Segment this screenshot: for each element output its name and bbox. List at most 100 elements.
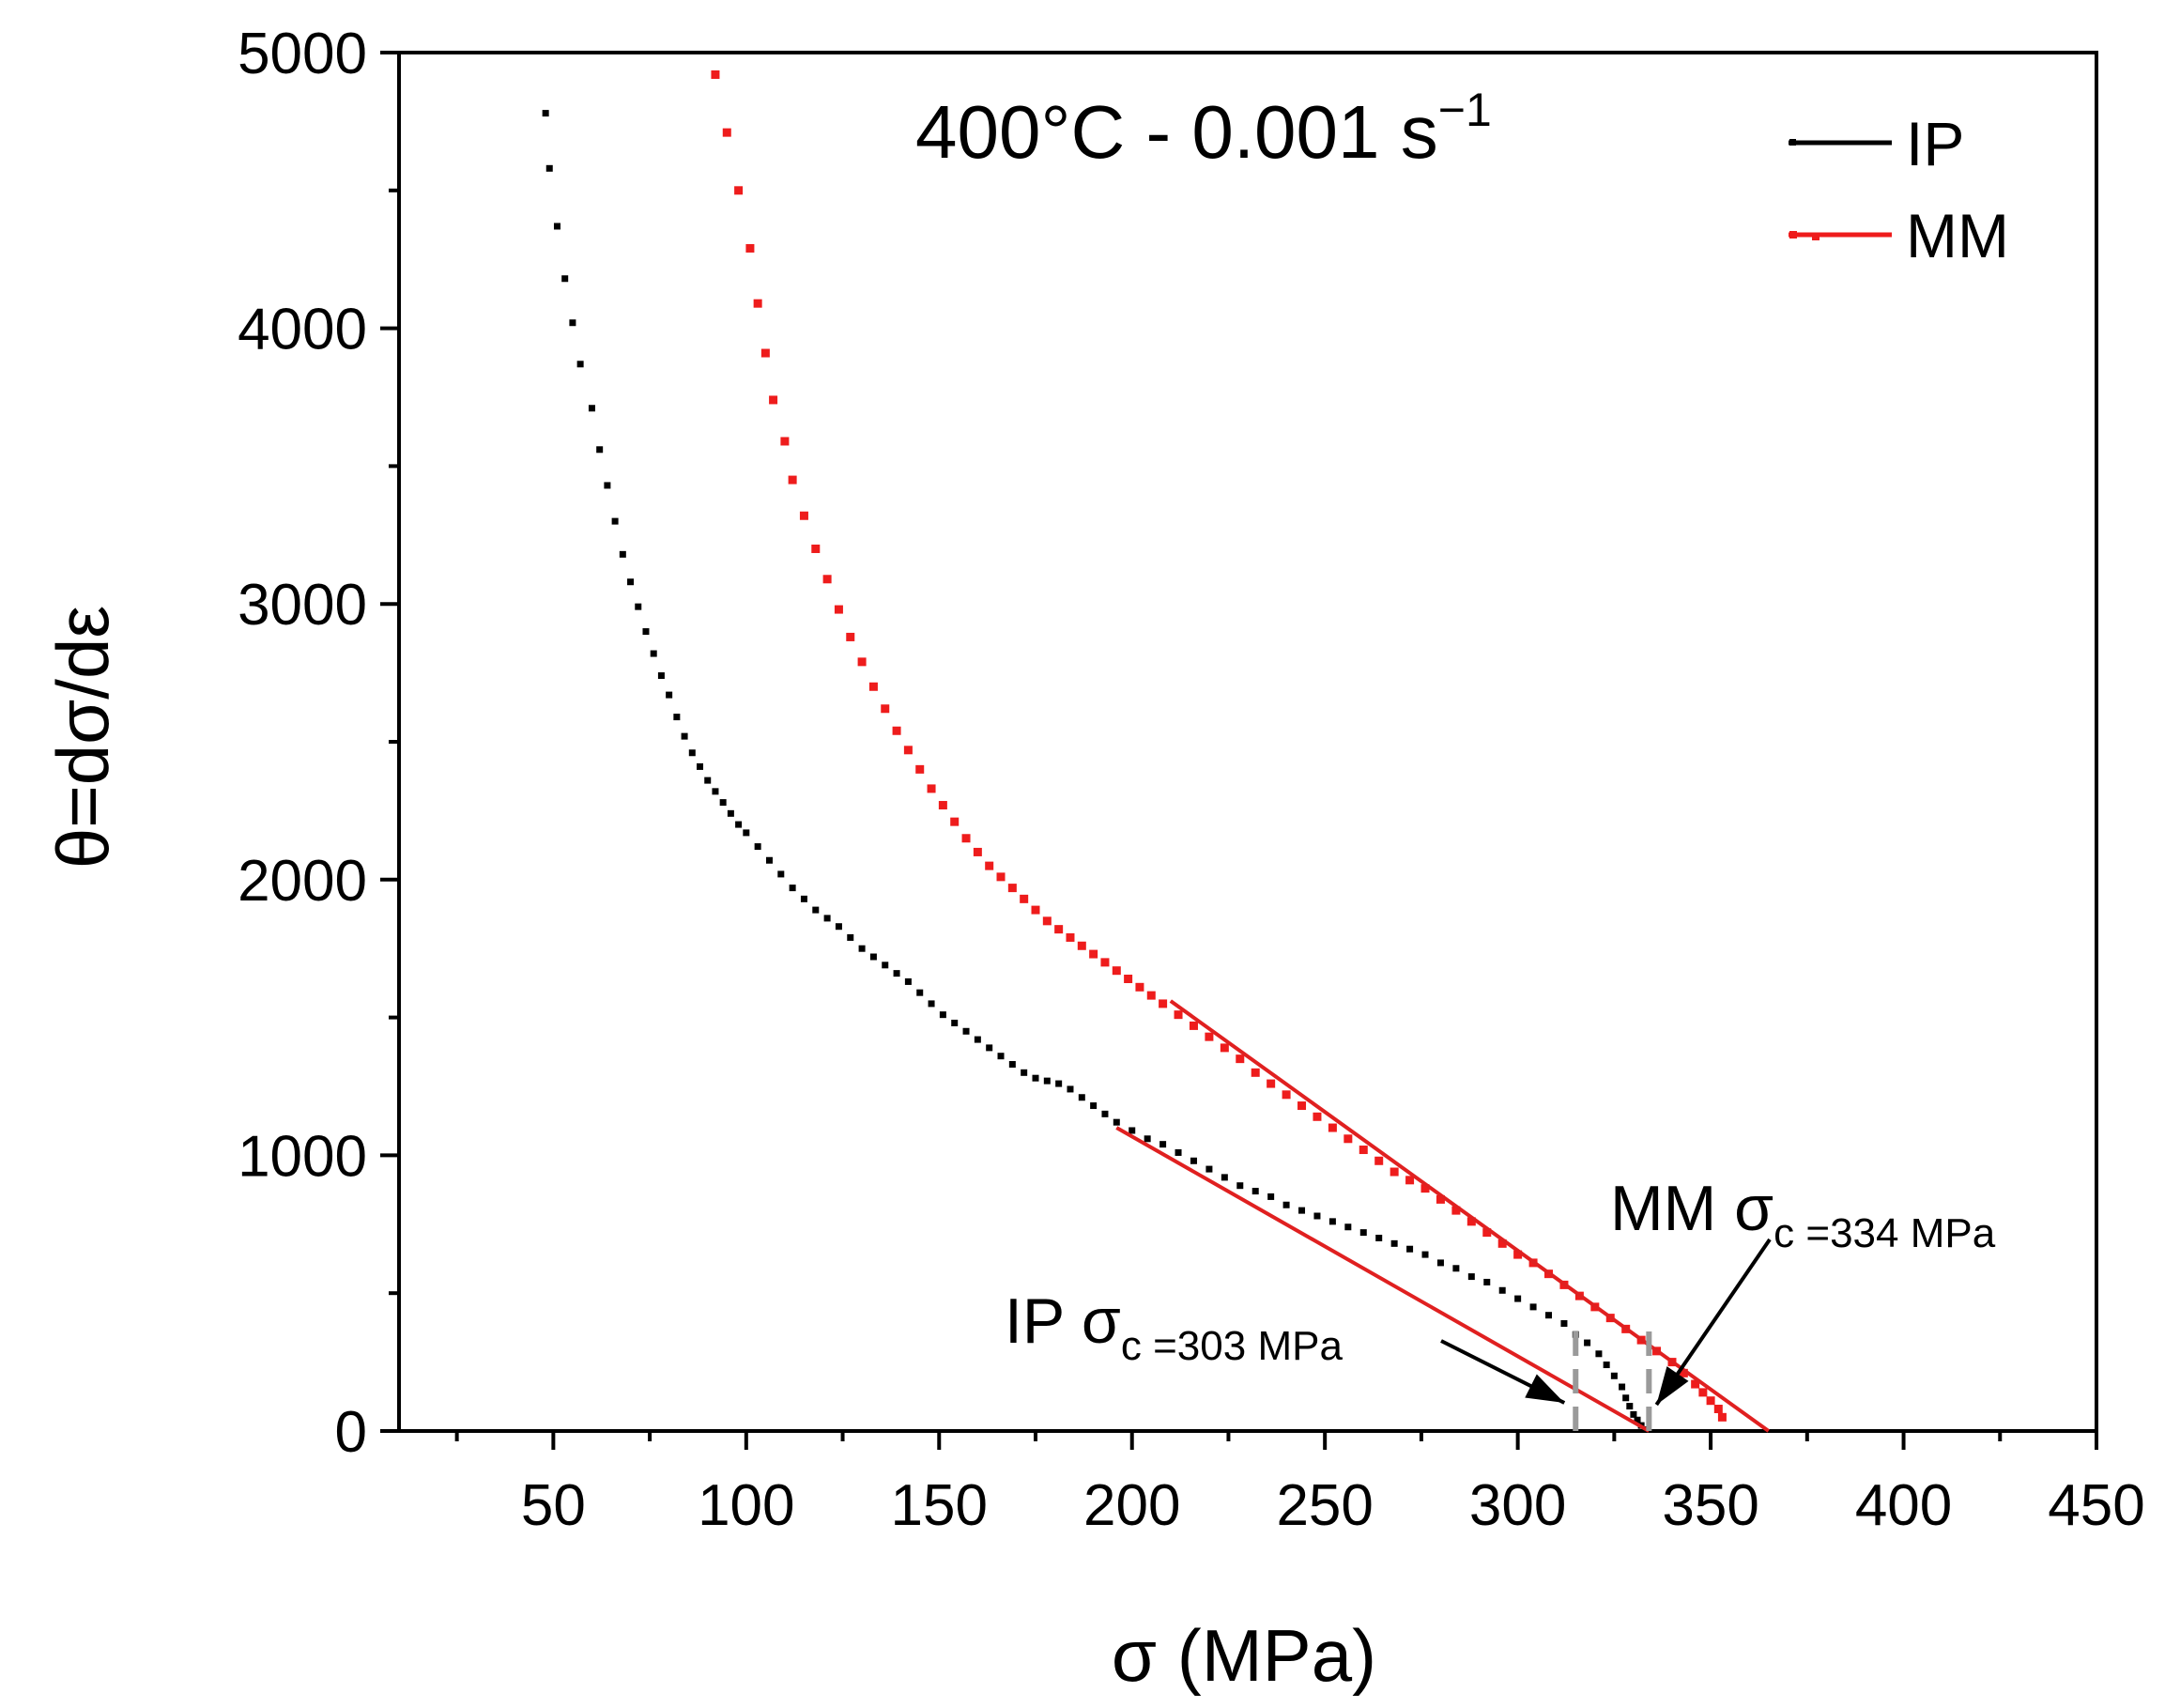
ip-point [754, 843, 761, 851]
ip-point [847, 933, 854, 941]
mm-point [961, 834, 971, 843]
legend-ip-marker [1789, 139, 1796, 146]
ip-point [735, 821, 743, 828]
mm-point [1112, 966, 1121, 976]
chart-title: 400°C - 0.001 s−1 [915, 84, 1492, 174]
ip-point [619, 550, 626, 558]
ip-point [1603, 1362, 1610, 1369]
mm-point [1706, 1396, 1715, 1406]
ip-point [858, 945, 866, 952]
ip-point [1436, 1259, 1444, 1267]
ip-point [542, 110, 549, 117]
mm-point [973, 847, 982, 856]
mm-point [822, 575, 832, 584]
ip-point [719, 799, 727, 807]
ip-point [604, 482, 611, 489]
ip-point [823, 915, 831, 922]
ip-point [1630, 1410, 1637, 1418]
mm-point [1405, 1176, 1415, 1185]
legend-ip-label: IP [1906, 109, 1964, 178]
ip-point [588, 405, 595, 412]
ip-arrow-head [1525, 1374, 1565, 1403]
ip-point [642, 628, 650, 636]
ip-point [727, 809, 734, 817]
ip-point [869, 953, 877, 961]
mm-point [745, 243, 755, 253]
ip-point [1359, 1229, 1367, 1237]
ip-point [1221, 1174, 1228, 1181]
ip-point [1159, 1141, 1167, 1148]
mm-point [1251, 1068, 1260, 1077]
mm-point [1020, 894, 1029, 903]
mm-point [1451, 1206, 1461, 1215]
ip-point [939, 1011, 946, 1019]
mm-point [1482, 1228, 1492, 1238]
ip-critical-stress-label: IP σc =303 MPa [1005, 1285, 1343, 1369]
ip-point [1144, 1135, 1151, 1143]
ip-point [789, 885, 796, 892]
x-tick-label: 300 [1469, 1473, 1566, 1538]
mm-point [1189, 1021, 1198, 1030]
ip-point [1021, 1069, 1028, 1076]
mm-critical-stress-sub: c =334 MPa [1773, 1210, 1996, 1256]
mm-point [985, 861, 994, 870]
mm-point [881, 704, 890, 714]
mm-point [753, 299, 762, 308]
ip-point [650, 650, 657, 657]
ip-point [697, 762, 704, 770]
chart-title-sup: −1 [1438, 84, 1492, 136]
ip-point [986, 1044, 993, 1052]
ip-point [1078, 1094, 1085, 1101]
ip-point [1626, 1403, 1634, 1410]
x-tick-label: 150 [891, 1473, 988, 1538]
y-tick-label: 2000 [238, 849, 367, 914]
mm-point [711, 69, 720, 79]
ip-point [1043, 1077, 1051, 1085]
ip-point [1282, 1201, 1290, 1208]
y-tick-label: 3000 [238, 573, 367, 638]
ip-point [1584, 1339, 1591, 1346]
legend-mm-label: MM [1906, 201, 2009, 270]
ip-point [777, 870, 785, 878]
mm-point [780, 437, 790, 446]
ip-point [1390, 1239, 1398, 1247]
mm-point [1236, 1054, 1245, 1064]
mm-point [722, 128, 731, 137]
mm-point [734, 186, 744, 195]
ip-point [657, 672, 665, 680]
chart-title-base: 400°C - 0.001 s [915, 90, 1438, 174]
mm-point [1344, 1134, 1353, 1144]
mm-point [1698, 1388, 1708, 1397]
mm-point [1031, 905, 1040, 915]
mm-point [1054, 925, 1064, 934]
ip-point [1467, 1273, 1475, 1281]
mm-point [1359, 1146, 1368, 1155]
y-tick-label: 5000 [238, 22, 367, 86]
ip-point [1545, 1312, 1553, 1319]
ip-point [765, 856, 773, 864]
ip-point [1032, 1074, 1039, 1082]
ip-point [997, 1053, 1005, 1060]
ip-point [1529, 1303, 1537, 1311]
mm-point [915, 764, 925, 774]
ip-point [1175, 1148, 1182, 1156]
ip-point [928, 1000, 935, 1008]
ip-point [1090, 1102, 1098, 1110]
ip-point [1634, 1416, 1641, 1423]
x-tick-label: 100 [698, 1473, 794, 1538]
ip-point [673, 714, 681, 721]
plot-layer: 50 100 150 200 250 300 350 400 450 0 1000 2000 3000 4… [238, 22, 2145, 1538]
ip-point [951, 1019, 959, 1026]
mm-point [1691, 1379, 1700, 1389]
mm-point [1313, 1112, 1322, 1121]
ip-critical-stress-sub: c =303 MPa [1121, 1323, 1344, 1369]
x-tick-label: 50 [521, 1473, 586, 1538]
mm-point [1679, 1368, 1688, 1377]
ip-point [1619, 1383, 1626, 1391]
mm-point [1042, 916, 1052, 926]
ip-point [835, 923, 842, 931]
ip-point [688, 749, 696, 757]
mm-point [1077, 941, 1086, 950]
ip-point [1498, 1286, 1506, 1294]
